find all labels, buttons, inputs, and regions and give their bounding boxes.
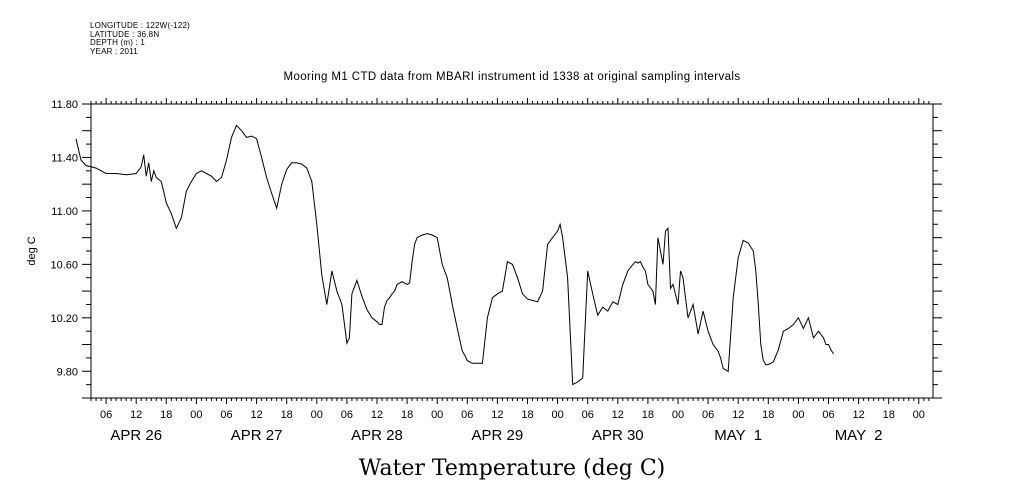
day-label: APR 29 [472,427,524,444]
day-label: APR 30 [592,427,644,444]
y-tick-label: 9.80 [57,366,78,378]
x-tick-label: 18 [642,409,654,421]
x-tick-label: 18 [160,409,172,421]
day-labels: APR 26 APR 27 APR 28 APR 29 APR 30 MAY 1 MAY 2 [110,427,882,444]
metadata-block: LONGITUDE : 122W(-122) LATITUDE : 36.8N … [90,21,190,56]
axis-ticks [82,98,942,404]
x-tick-label: 18 [762,409,774,421]
plot-frame [90,103,934,399]
x-tick-label: 06 [582,409,594,421]
x-tick-label: 06 [702,409,714,421]
x-tick-label: 06 [341,409,353,421]
y-tick-label: 11.00 [51,206,78,218]
longitude-label: LONGITUDE : 122W(-122) [90,21,190,30]
y-tick-label: 11.40 [51,152,78,164]
x-tick-label: 12 [371,409,383,421]
x-tick-labels: 06 12 18 00 06 12 18 00 06 12 18 00 06 12 18 00 06 12 18 00… [100,409,925,421]
year-label: YEAR : 2011 [90,46,138,56]
x-tick-label: 12 [250,409,262,421]
x-tick-label: 00 [551,409,563,421]
y-tick-label: 10.20 [50,313,78,325]
x-tick-label: 12 [491,409,503,421]
x-tick-label: 00 [311,409,323,421]
day-label: APR 26 [110,427,162,444]
x-tick-label: 00 [913,409,925,421]
series-line-water-temperature [75,124,834,386]
day-label: APR 28 [351,427,403,444]
y-tick-labels: 11.80 11.40 11.00 10.60 10.20 9.80 [50,99,78,378]
x-tick-label: 06 [100,409,112,421]
x-tick-label: 18 [281,409,293,421]
x-tick-label: 06 [220,409,232,421]
x-tick-label: 00 [431,409,443,421]
x-tick-label: 12 [130,409,142,421]
x-tick-label: 18 [883,409,895,421]
x-tick-label: 12 [852,409,864,421]
depth-label: DEPTH (m) : 1 [90,38,146,47]
x-tick-label: 00 [190,409,202,421]
x-axis-label: Water Temperature (deg C) [359,456,666,481]
x-tick-label: 18 [401,409,413,421]
day-label: MAY 1 [714,427,762,444]
x-tick-label: 06 [461,409,473,421]
y-tick-label: 10.60 [50,259,78,271]
x-tick-label: 18 [521,409,533,421]
x-tick-label: 12 [612,409,624,421]
y-tick-label: 11.80 [51,99,78,111]
x-tick-label: 12 [732,409,744,421]
x-tick-label: 00 [792,409,804,421]
latitude-label: LATITUDE : 36.8N [90,29,160,39]
chart-title: Mooring M1 CTD data from MBARI instrumen… [283,71,740,83]
x-tick-label: 06 [822,409,834,421]
day-label: MAY 2 [835,427,883,444]
y-axis-label: deg C [26,236,38,265]
x-tick-label: 00 [672,409,684,421]
day-label: APR 27 [231,427,283,444]
